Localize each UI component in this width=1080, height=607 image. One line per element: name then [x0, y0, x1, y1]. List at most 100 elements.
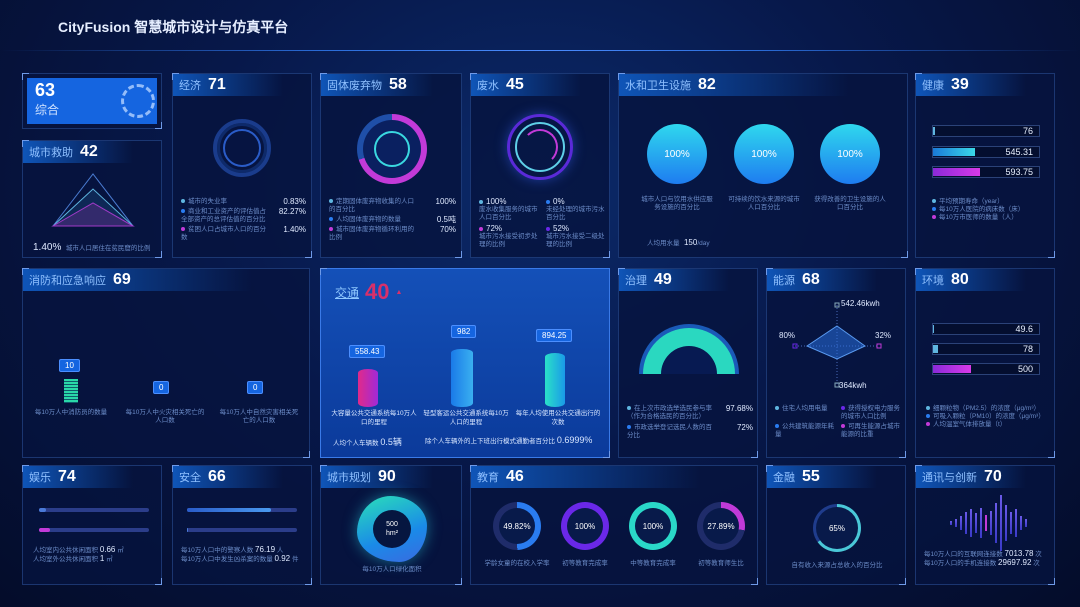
leisure-bar [39, 508, 149, 512]
legend-item: 可吸入颗粒（PM10）的浓度（μg/m³） [926, 413, 1054, 421]
panel-score: 90 [378, 468, 396, 485]
panel-title: 固体废弃物 [327, 80, 382, 92]
overall-card[interactable]: 63 综合 [22, 73, 162, 129]
panel-environment[interactable]: 环境 80 49.6 78 500 细颗粒物（PM2.5）的浓度（μg/m³） 可… [915, 268, 1055, 458]
panel-title: 治理 [625, 275, 647, 287]
value-tip: 982 [451, 325, 477, 338]
panel-water-sanitation[interactable]: 水和卫生设施 82 100% 100% 100% 城市人口与饮用水供应服务设施的百… [618, 73, 908, 258]
energy-radar [792, 302, 882, 388]
sound-wave-graphic [940, 495, 1036, 551]
legend-item: 每10万市医师的数量（人） [932, 214, 1052, 222]
traffic-label: 轻型客运公共交通系统每10万人口的里程 [423, 410, 509, 426]
panel-score: 80 [951, 271, 969, 288]
commute-value: 0.6999% [556, 435, 593, 445]
panel-wastewater[interactable]: 废水 45 100% 废水收集服务的城市人口百分比 0% 未经处理的城市污水百分比 7… [470, 73, 610, 258]
education-label: 中等教育完成率 [630, 560, 676, 567]
panel-safety[interactable]: 安全 66 每10万人口中的警察人数 76.19 人 每10万人口中发生凶杀案的数… [172, 465, 312, 585]
wave-bar [969, 509, 972, 537]
panel-governance[interactable]: 治理 49 在上次市政选举选民参与率（作为合格选民的百分比） 97.68% 市政选举… [618, 268, 758, 458]
panel-rescue[interactable]: 城市救助 42 1.40% 城市人口居住在贫民窟的比例 [22, 140, 162, 258]
radar-bottom: 364kwh [839, 381, 867, 390]
list-item: 人均固体废弃物的数量 0.5吨 [329, 216, 456, 224]
panel-education[interactable]: 教育 46 49.82% 学龄女童的在校入学率 100% 初等教育完成率 100% 中… [470, 465, 758, 585]
education-label: 初等教育师生比 [698, 560, 744, 567]
radar-right: 32% [875, 331, 892, 340]
radar-left: 80% [779, 331, 796, 340]
panel-title: 安全 [179, 472, 201, 484]
wave-bar [984, 515, 987, 531]
panel-title: 消防和应急响应 [29, 275, 106, 287]
panel-urban-planning[interactable]: 城市规划 90 500 hm² 每10万人口绿化面积 [320, 465, 462, 585]
panel-score: 74 [58, 468, 76, 485]
legend-item: 平均预期寿命（year） [932, 198, 1052, 206]
panel-score: 39 [951, 76, 969, 93]
panel-solid-waste[interactable]: 固体废弃物 58 定期固体废弃物收集的人口的百分比 100% 人均固体废弃物的数量 0… [320, 73, 462, 258]
list-item: 每10万人口的互联网连接数 7013.78 次 [924, 549, 1042, 559]
traffic-cylinder [358, 369, 378, 407]
water-label: 可持续的饮水来源的城市人口百分比 [728, 196, 800, 211]
wave-bar [949, 521, 952, 525]
panel-fire-emergency[interactable]: 消防和应急响应 69 10 0 0 每10万人中消防员的数量 每10万人中火灾相关… [22, 268, 310, 458]
cars-label: 人均个人车辆数 [333, 440, 379, 447]
health-bar: 545.31 [932, 146, 1040, 158]
list-item: 定期固体废弃物收集的人口的百分比 100% [329, 197, 456, 213]
header-divider [0, 50, 1080, 51]
education-ring: 100% [629, 502, 677, 550]
list-item: 每10万人口的手机连接数 29697.92 次 [924, 558, 1040, 568]
list-item: 人均室外公共休闲面积 1 ㎡ [33, 554, 113, 564]
planning-label: 每10万人口绿化面积 [362, 566, 422, 573]
wave-bar [1009, 512, 1012, 534]
panel-title: 经济 [179, 80, 201, 92]
panel-economy[interactable]: 经济 71 城市的失业率 0.83% 商业和工业资产的评估值占全部资产的总评估值的百… [172, 73, 312, 258]
wave-bar [1004, 505, 1007, 541]
leisure-bar [39, 528, 149, 532]
panel-communications[interactable]: 通讯与创新 70 每10万人口的互联网连接数 7013.78 次 每10万人口的手… [915, 465, 1055, 585]
fire-label: 每10万人中火灾相关死亡的人口数 [125, 409, 205, 424]
value-tip: 0 [247, 381, 264, 394]
panel-title: 金融 [773, 472, 795, 484]
legend-item: 住宅人均用电量 [775, 405, 837, 421]
legend-item: 可再生能源占城市能源的比重 [841, 423, 900, 438]
panel-leisure[interactable]: 娱乐 74 人均室内公共休闲面积 0.66 ㎡ 人均室外公共休闲面积 1 ㎡ [22, 465, 162, 585]
panel-title: 能源 [773, 275, 795, 287]
panel-score: 69 [113, 271, 131, 288]
wave-bar [999, 495, 1002, 551]
cars-value: 0.5辆 [380, 437, 402, 447]
panel-finance[interactable]: 金融 55 65% 自有收入来源占总收入的百分比 [766, 465, 906, 585]
panel-score: 45 [506, 76, 524, 93]
value-tip: 0 [153, 381, 170, 394]
panel-health[interactable]: 健康 39 76 545.31 593.75 平均预期寿命（year） 每10万人… [915, 73, 1055, 258]
panel-score: 40 [365, 279, 390, 304]
panel-energy[interactable]: 能源 68 542.46kwh 32% 364kwh 80% 住宅人均用电量 获得… [766, 268, 906, 458]
list-item: 100% 废水收集服务的城市人口百分比 [479, 197, 538, 221]
wave-bar [954, 519, 957, 527]
panel-title: 水和卫生设施 [625, 80, 691, 92]
panel-title: 交通 [335, 285, 360, 300]
value-tip: 894.25 [536, 329, 573, 342]
panel-traffic[interactable]: 交通 40 ▲ 558.43 982 894.25 大容量公共交通系统每10万人… [320, 268, 610, 458]
panel-title: 健康 [922, 80, 944, 92]
commute-label: 除个人车辆外的上下班出行模式通勤者百分比 [425, 438, 555, 445]
panel-score: 71 [208, 76, 226, 93]
education-ring: 100% [561, 502, 609, 550]
radar-top: 542.46kwh [841, 299, 880, 308]
rescue-label: 城市人口居住在贫民窟的比例 [65, 245, 151, 252]
list-item: 52% 城市污水接受二级处理的比例 [546, 224, 605, 248]
governance-gauge [639, 324, 739, 374]
panel-title: 娱乐 [29, 472, 51, 484]
legend-item: 获得授权电力服务的城市人口比例 [841, 405, 900, 420]
finance-label: 自有收入来源占总收入的百分比 [791, 562, 883, 569]
fire-label: 每10万人中消防员的数量 [34, 409, 108, 416]
environment-bar: 500 [932, 363, 1040, 375]
traffic-cylinder [451, 349, 473, 407]
panel-title: 环境 [922, 275, 944, 287]
wave-bar [994, 503, 997, 543]
panel-score: 55 [802, 468, 820, 485]
list-item: 城市固体废弃物循环利用的比例 70% [329, 225, 456, 241]
safety-bar [187, 508, 297, 512]
panel-score: 70 [984, 468, 1002, 485]
economy-ring [213, 119, 271, 177]
list-item: 人均室内公共休闲面积 0.66 ㎡ [33, 545, 124, 555]
trend-up-icon: ▲ [395, 288, 403, 296]
education-ring: 27.89% [697, 502, 745, 550]
